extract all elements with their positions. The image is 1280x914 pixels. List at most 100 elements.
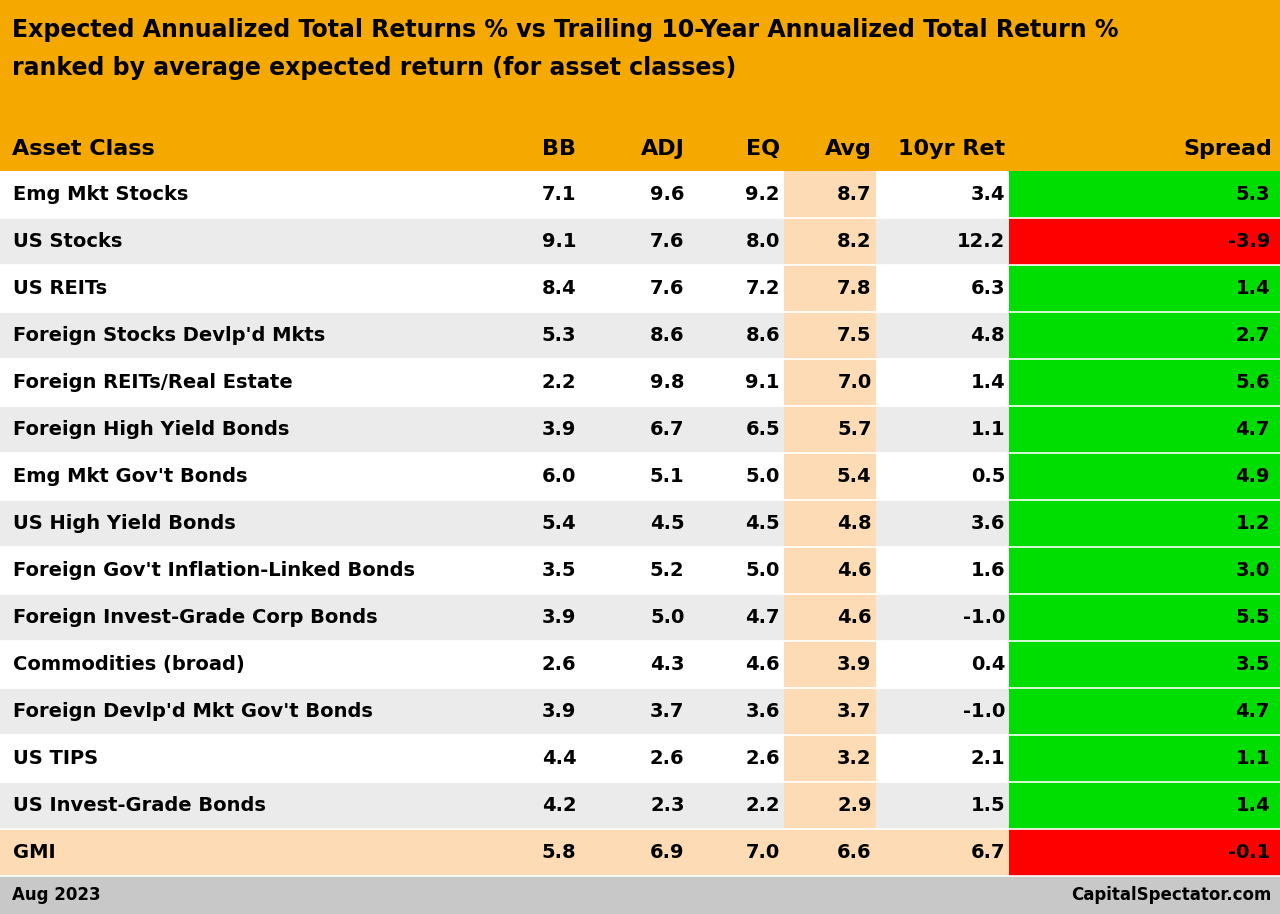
Text: 2.2: 2.2 [541, 373, 576, 392]
Text: BB: BB [543, 139, 576, 159]
Text: 3.5: 3.5 [1235, 655, 1270, 674]
Bar [0, 312, 1280, 359]
Bar [0, 735, 1280, 782]
Text: 4.8: 4.8 [970, 326, 1005, 345]
Text: 0.5: 0.5 [970, 467, 1005, 486]
Bar [783, 641, 876, 688]
Text: 4.7: 4.7 [1235, 420, 1270, 439]
Bar [783, 312, 876, 359]
Text: 1.1: 1.1 [1235, 749, 1270, 768]
Text: 2.3: 2.3 [650, 796, 685, 815]
Text: Commodities (broad): Commodities (broad) [13, 655, 244, 674]
Bar [0, 594, 1280, 641]
Text: 5.8: 5.8 [541, 843, 576, 862]
Text: ranked by average expected return (for asset classes): ranked by average expected return (for a… [12, 56, 736, 80]
Text: 5.0: 5.0 [650, 608, 685, 627]
Text: -0.1: -0.1 [1228, 843, 1270, 862]
Text: US REITs: US REITs [13, 279, 108, 298]
Text: 2.9: 2.9 [837, 796, 872, 815]
Text: 1.4: 1.4 [1235, 279, 1270, 298]
Text: 5.3: 5.3 [1235, 185, 1270, 204]
Text: 4.6: 4.6 [837, 608, 872, 627]
Text: 5.6: 5.6 [1235, 373, 1270, 392]
Bar [0, 127, 1280, 171]
Bar [1009, 782, 1280, 829]
Text: Emg Mkt Gov't Bonds: Emg Mkt Gov't Bonds [13, 467, 247, 486]
Text: 2.2: 2.2 [745, 796, 780, 815]
Bar [0, 829, 1280, 876]
Text: 5.0: 5.0 [745, 561, 780, 580]
Bar [783, 453, 876, 500]
Text: 9.1: 9.1 [745, 373, 780, 392]
Text: Asset Class: Asset Class [12, 139, 155, 159]
Text: 4.6: 4.6 [837, 561, 872, 580]
Text: 5.4: 5.4 [541, 514, 576, 533]
Text: 7.0: 7.0 [837, 373, 872, 392]
Text: 9.8: 9.8 [650, 373, 685, 392]
Text: 3.6: 3.6 [970, 514, 1005, 533]
Text: -1.0: -1.0 [963, 608, 1005, 627]
Text: 6.0: 6.0 [541, 467, 576, 486]
Text: 1.1: 1.1 [970, 420, 1005, 439]
Text: 6.9: 6.9 [650, 843, 685, 862]
Text: 3.9: 3.9 [541, 420, 576, 439]
Text: 4.2: 4.2 [541, 796, 576, 815]
Text: 6.6: 6.6 [837, 843, 872, 862]
Bar [783, 829, 876, 876]
Bar [1009, 735, 1280, 782]
Text: 1.4: 1.4 [1235, 796, 1270, 815]
Text: Foreign Devlp'd Mkt Gov't Bonds: Foreign Devlp'd Mkt Gov't Bonds [13, 702, 372, 721]
Text: Foreign Invest-Grade Corp Bonds: Foreign Invest-Grade Corp Bonds [13, 608, 378, 627]
Text: 1.4: 1.4 [970, 373, 1005, 392]
Text: Foreign Gov't Inflation-Linked Bonds: Foreign Gov't Inflation-Linked Bonds [13, 561, 415, 580]
Bar [783, 265, 876, 312]
Text: 3.7: 3.7 [650, 702, 685, 721]
Text: 3.9: 3.9 [541, 608, 576, 627]
Text: 1.6: 1.6 [970, 561, 1005, 580]
Text: 5.7: 5.7 [837, 420, 872, 439]
Text: 9.6: 9.6 [650, 185, 685, 204]
Bar [0, 782, 1280, 829]
Bar [0, 171, 1280, 218]
Text: 7.0: 7.0 [746, 843, 780, 862]
Text: 8.7: 8.7 [837, 185, 872, 204]
Text: 3.7: 3.7 [837, 702, 872, 721]
Text: 9.2: 9.2 [745, 185, 780, 204]
Bar [783, 218, 876, 265]
Bar [0, 265, 1280, 312]
Text: Spread: Spread [1183, 139, 1272, 159]
Text: EQ: EQ [746, 139, 780, 159]
Bar [1009, 312, 1280, 359]
Text: US High Yield Bonds: US High Yield Bonds [13, 514, 236, 533]
Text: 4.6: 4.6 [745, 655, 780, 674]
Bar [783, 500, 876, 547]
Bar [0, 453, 1280, 500]
Bar [1009, 829, 1280, 876]
Text: 2.6: 2.6 [541, 655, 576, 674]
Bar [1009, 641, 1280, 688]
Text: Expected Annualized Total Returns % vs Trailing 10-Year Annualized Total Return : Expected Annualized Total Returns % vs T… [12, 18, 1119, 42]
Text: Emg Mkt Stocks: Emg Mkt Stocks [13, 185, 188, 204]
Text: 4.4: 4.4 [541, 749, 576, 768]
Text: 9.1: 9.1 [541, 232, 576, 251]
Text: 7.8: 7.8 [837, 279, 872, 298]
Text: 7.5: 7.5 [837, 326, 872, 345]
Text: GMI: GMI [13, 843, 55, 862]
Text: 7.6: 7.6 [650, 279, 685, 298]
Bar [0, 0, 1280, 127]
Text: US TIPS: US TIPS [13, 749, 99, 768]
Bar [1009, 171, 1280, 218]
Text: -1.0: -1.0 [963, 702, 1005, 721]
Text: 8.2: 8.2 [837, 232, 872, 251]
Bar [783, 782, 876, 829]
Text: ADJ: ADJ [641, 139, 685, 159]
Text: 0.4: 0.4 [970, 655, 1005, 674]
Text: 7.6: 7.6 [650, 232, 685, 251]
Text: 3.2: 3.2 [837, 749, 872, 768]
Text: 1.2: 1.2 [1235, 514, 1270, 533]
Bar [1009, 594, 1280, 641]
Text: 5.5: 5.5 [1235, 608, 1270, 627]
Bar [0, 688, 1280, 735]
Text: 2.7: 2.7 [1235, 326, 1270, 345]
Text: Foreign High Yield Bonds: Foreign High Yield Bonds [13, 420, 289, 439]
